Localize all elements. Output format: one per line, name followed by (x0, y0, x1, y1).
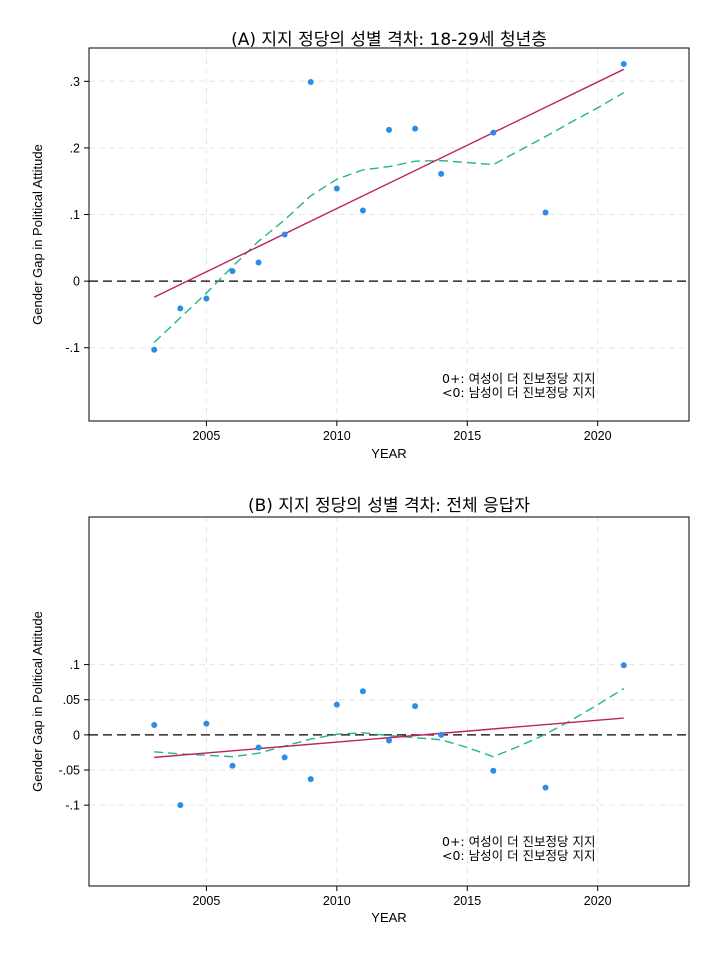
data-point (307, 78, 314, 85)
x-tick-label: 2015 (453, 429, 481, 443)
data-point (203, 720, 210, 727)
x-tick-label: 2020 (584, 429, 612, 443)
lowess-line (153, 91, 625, 343)
data-point (333, 701, 340, 708)
x-tick-label: 2010 (323, 429, 351, 443)
data-point (151, 722, 158, 729)
x-tick-label: 2015 (453, 894, 481, 908)
y-tick-label: -.1 (65, 799, 80, 813)
linear-fit-line (153, 68, 625, 298)
data-point (412, 703, 419, 710)
panel-b: (B) 지지 정당의 성별 격차: 전체 응답자 2005 2010 2015 2020… (30, 496, 690, 925)
plot-frame (88, 47, 690, 422)
data-point (151, 346, 158, 353)
data-point (203, 295, 210, 302)
y-tick-label: .05 (63, 693, 80, 707)
x-tick-label: 2010 (323, 894, 351, 908)
x-tick-label: 2005 (192, 429, 220, 443)
chart-title: (A) 지지 정당의 성별 격차: 18-29세 청년층 (231, 30, 547, 50)
data-point (333, 185, 340, 192)
panel-a: (A) 지지 정당의 성별 격차: 18-29세 청년층 2005 2010 2015… (30, 30, 690, 461)
annotation-negative: <0: 남성이 더 진보정당 지지 (442, 385, 596, 400)
plot-frame (88, 516, 690, 887)
data-point (281, 231, 288, 238)
chart-title: (B) 지지 정당의 성별 격차: 전체 응답자 (248, 496, 530, 516)
lowess-line (154, 687, 625, 758)
data-point (490, 129, 497, 136)
x-tick-label: 2005 (192, 894, 220, 908)
y-tick-label: 0 (73, 728, 80, 742)
y-tick-label: .1 (70, 658, 80, 672)
y-tick-label: -.1 (65, 341, 80, 355)
data-point (359, 688, 366, 695)
data-point (542, 209, 549, 216)
data-point (620, 662, 627, 669)
y-axis-label: Gender Gap in Political Attitude (30, 611, 45, 792)
y-tick-label: .1 (70, 208, 80, 222)
data-point (386, 126, 392, 133)
data-point (255, 259, 262, 266)
data-point (229, 268, 236, 275)
data-point (177, 305, 184, 312)
y-tick-label: .2 (70, 141, 80, 155)
y-tick-label: 0 (73, 275, 80, 289)
annotation-positive: 0+: 여성이 더 진보정당 지지 (442, 371, 596, 386)
annotation-positive: 0+: 여성이 더 진보정당 지지 (442, 834, 596, 849)
y-tick-label: .3 (70, 75, 80, 89)
data-point (438, 731, 445, 738)
x-axis-label: YEAR (371, 446, 406, 461)
data-point (229, 762, 236, 769)
y-axis-label: Gender Gap in Political Attitude (30, 144, 45, 325)
x-tick-label: 2020 (584, 894, 612, 908)
data-point (359, 207, 366, 214)
data-point (490, 767, 497, 774)
x-axis-label: YEAR (371, 910, 406, 925)
data-point (386, 737, 392, 744)
data-point (307, 776, 314, 783)
data-point (177, 802, 184, 809)
y-tick-label: -.05 (58, 764, 80, 778)
data-point (542, 784, 549, 791)
data-point (438, 170, 445, 177)
data-point (412, 125, 419, 132)
data-point (281, 754, 288, 761)
data-point (620, 60, 627, 67)
annotation-negative: <0: 남성이 더 진보정당 지지 (442, 848, 596, 863)
data-point (255, 744, 262, 751)
